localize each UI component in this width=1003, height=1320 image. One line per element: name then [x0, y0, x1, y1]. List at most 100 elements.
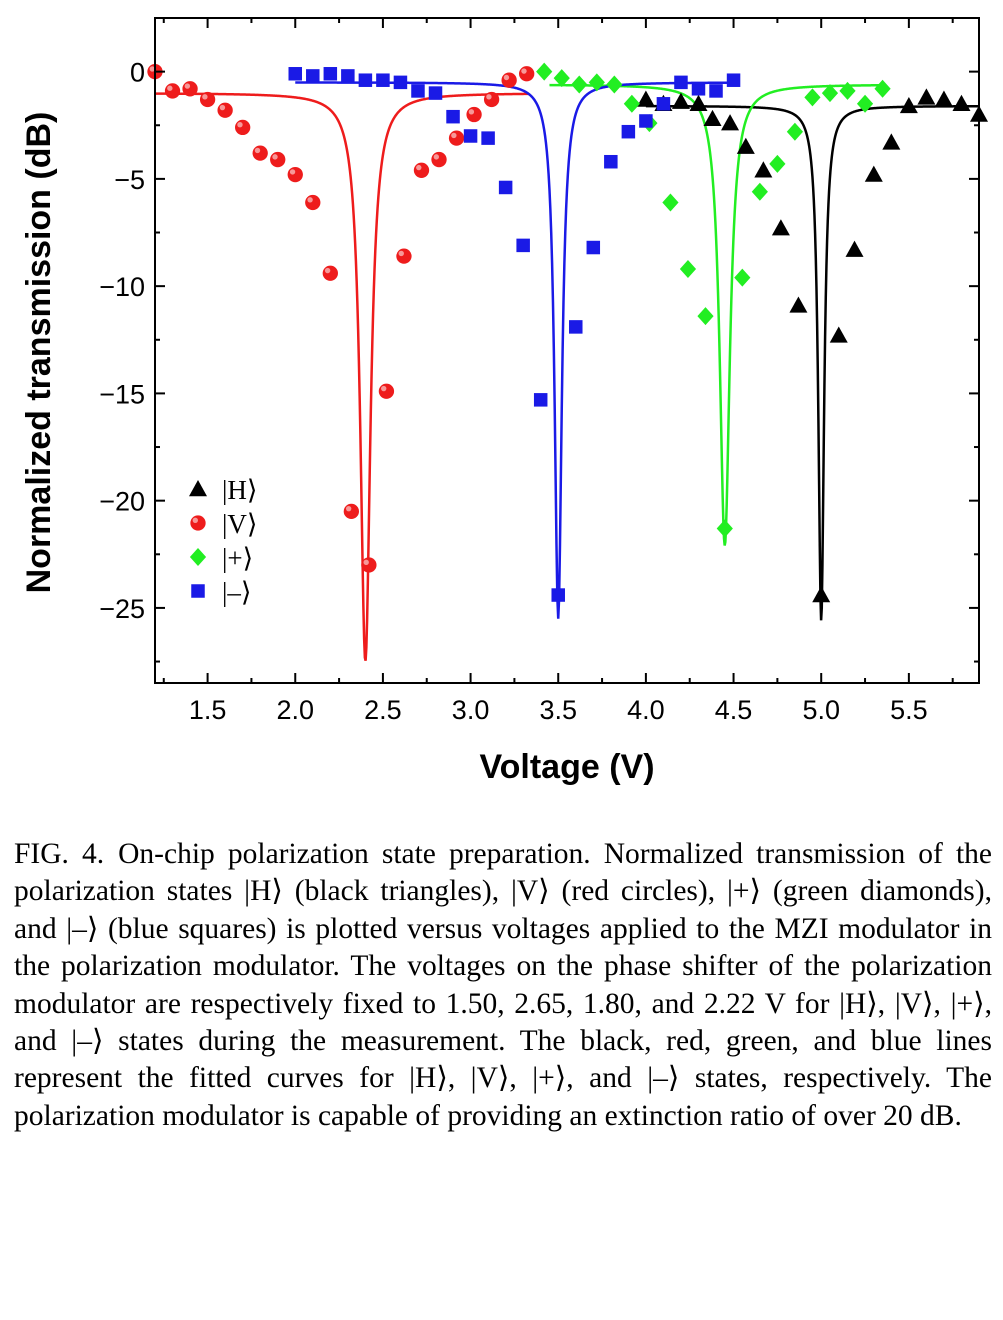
data-point-diamond	[874, 79, 891, 98]
data-point-circle	[466, 106, 482, 123]
marker-highlight	[289, 169, 296, 175]
data-point-triangle	[917, 88, 936, 105]
data-point-triangle	[899, 96, 918, 114]
data-point-triangle	[721, 114, 740, 131]
y-tick-label: −10	[99, 272, 145, 302]
legend: |H⟩ |V⟩ |+⟩ |–⟩	[189, 475, 257, 607]
chart-svg: 1.5 2.0 2.5 3.0 3.5 4.0 4.5 5.0 5.5 0 −5 −10 −15 −20 −…	[20, 17, 988, 786]
data-point-diamond	[734, 268, 751, 287]
fit-curve-2	[549, 83, 883, 546]
data-point-diamond	[679, 259, 697, 278]
data-point-square	[288, 67, 303, 81]
marker-highlight	[416, 164, 422, 171]
marker-highlight	[381, 385, 387, 392]
data-point-triangle	[703, 109, 722, 127]
data-point-square	[691, 82, 706, 96]
fit-curve-0	[645, 104, 979, 621]
legend-label: |H⟩	[222, 475, 257, 505]
data-point-diamond	[804, 88, 821, 107]
data-point-square	[569, 320, 583, 334]
data-point-circle	[217, 102, 233, 118]
chart-figure: 1.5 2.0 2.5 3.0 3.5 4.0 4.5 5.0 5.5 0 −5 −10 −15 −20 −…	[20, 17, 988, 786]
data-point-square	[376, 73, 390, 87]
marker-highlight	[307, 197, 313, 203]
data-point-diamond	[588, 73, 605, 92]
marker-highlight	[324, 267, 331, 274]
marker-highlight	[451, 132, 457, 139]
data-point-square	[341, 69, 355, 83]
data-point-square	[621, 124, 636, 139]
data-point-square	[674, 75, 688, 90]
data-point-circle	[252, 145, 268, 161]
marker-highlight	[272, 154, 278, 160]
data-point-circle	[361, 557, 377, 573]
legend-marker-diamond	[189, 548, 207, 566]
data-point-square	[586, 240, 601, 255]
data-point-square	[358, 73, 373, 87]
data-point-triangle	[754, 161, 773, 178]
data-point-square	[481, 131, 495, 145]
legend-marker-square	[191, 584, 205, 598]
plot-frame	[154, 17, 980, 684]
data-point-diamond	[716, 519, 733, 538]
data-point-triangle	[934, 90, 953, 107]
marker-highlight	[486, 94, 492, 100]
marker-highlight	[192, 517, 198, 523]
x-tick-label: 5.0	[802, 695, 840, 725]
data-point-diamond	[571, 75, 588, 94]
figure-caption: FIG. 4. On-chip polarization state prepar…	[14, 836, 992, 1135]
x-tick-label: 3.5	[539, 695, 577, 725]
caption-label: FIG. 4.	[14, 838, 105, 870]
marker-highlight	[202, 94, 208, 100]
data-point-circle	[199, 91, 216, 108]
data-point-circle	[235, 119, 251, 136]
legend-label: |–⟩	[222, 577, 251, 607]
data-point-circle	[305, 194, 321, 211]
data-point-diamond	[606, 75, 623, 94]
x-tick-label: 1.5	[189, 695, 227, 725]
data-points	[147, 62, 988, 603]
data-point-circle	[378, 383, 395, 399]
data-point-circle	[396, 248, 412, 264]
data-point-circle	[431, 151, 447, 168]
data-point-square	[498, 180, 513, 195]
data-point-circle	[182, 81, 198, 97]
data-point-square	[709, 84, 723, 98]
fit-curve-1	[154, 92, 529, 662]
data-point-circle	[343, 503, 360, 520]
x-axis-label: Voltage (V)	[479, 748, 654, 786]
data-point-square	[411, 84, 425, 98]
data-point-circle	[519, 66, 535, 82]
x-tick-label: 4.0	[627, 695, 665, 725]
data-point-diamond	[821, 84, 839, 103]
marker-highlight	[237, 122, 243, 128]
y-axis-label: Normalized transmission (dB)	[20, 112, 58, 594]
data-point-circle	[413, 162, 430, 178]
marker-highlight	[184, 83, 191, 89]
data-point-circle	[164, 83, 181, 99]
data-point-square	[463, 129, 478, 143]
marker-highlight	[345, 505, 352, 512]
data-point-triangle	[689, 94, 708, 112]
marker-highlight	[219, 104, 226, 111]
y-tick-label: −25	[99, 594, 145, 624]
data-point-diamond	[839, 81, 856, 100]
marker-highlight	[363, 559, 369, 566]
data-point-diamond	[553, 69, 570, 88]
data-point-triangle	[882, 133, 901, 150]
data-point-diamond	[697, 307, 714, 326]
data-point-square	[533, 393, 548, 407]
axis-ticks: 1.5 2.0 2.5 3.0 3.5 4.0 4.5 5.0 5.5 0 −5 −10 −15 −20 −…	[99, 17, 979, 725]
data-point-diamond	[623, 94, 640, 113]
x-tick-label: 2.5	[364, 695, 402, 725]
data-point-square	[604, 154, 618, 169]
y-tick-label: 0	[130, 58, 145, 88]
data-point-triangle	[789, 296, 808, 313]
data-point-diamond	[786, 122, 804, 141]
data-point-diamond	[536, 62, 553, 81]
marker-highlight	[149, 66, 155, 72]
data-point-diamond	[856, 94, 874, 113]
marker-highlight	[398, 250, 404, 257]
x-tick-label: 5.5	[890, 695, 928, 725]
legend-label: |V⟩	[222, 509, 257, 539]
